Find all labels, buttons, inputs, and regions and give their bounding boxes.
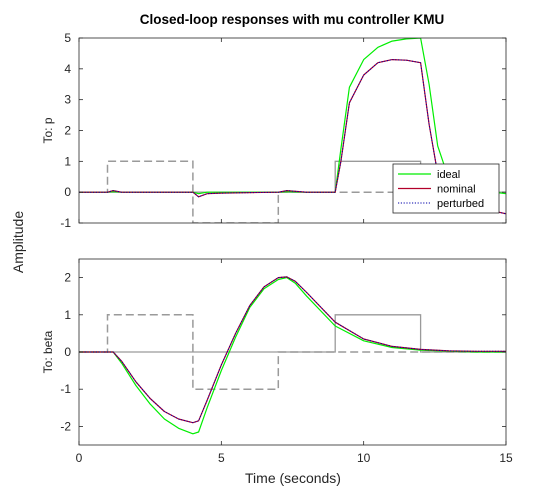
panel-y-label-bottom: To: beta — [41, 330, 55, 373]
y-tick-label: 0 — [64, 345, 71, 359]
chart-title: Closed-loop responses with mu controller… — [140, 12, 445, 27]
panel-y-label-top: To: p — [41, 117, 55, 143]
y-axis-label: Amplitude — [10, 211, 26, 273]
y-tick-label: 1 — [64, 154, 71, 168]
series-line-ideal — [79, 277, 506, 435]
y-tick-label: 1 — [64, 308, 71, 322]
x-axis-label: Time (seconds) — [245, 470, 341, 486]
y-tick-label: 2 — [64, 124, 71, 138]
x-tick-label: 15 — [499, 451, 513, 465]
y-tick-label: 4 — [64, 62, 71, 76]
legend-label-ideal: ideal — [437, 169, 460, 181]
series-line-nominal — [79, 276, 506, 424]
y-tick-label: -1 — [60, 382, 71, 396]
plot-lines-bottom — [79, 276, 506, 435]
x-tick-label: 0 — [76, 451, 83, 465]
y-tick-label: -2 — [60, 419, 71, 433]
y-tick-label: -1 — [60, 216, 71, 230]
y-tick-label: 2 — [64, 271, 71, 285]
panel-bottom: -2 -1 0 1 2 0 5 10 15 To: beta — [41, 258, 513, 465]
x-tick-label: 10 — [357, 451, 371, 465]
series-line-perturbed — [79, 59, 506, 215]
reference-dashed-line — [79, 314, 506, 390]
legend: ideal nominal perturbed — [392, 163, 500, 214]
y-tick-label: 3 — [64, 93, 71, 107]
y-tick-label: 5 — [64, 31, 71, 45]
y-tick-label: 0 — [64, 185, 71, 199]
legend-label-nominal: nominal — [437, 184, 476, 196]
x-tick-label: 5 — [218, 451, 225, 465]
legend-label-perturbed: perturbed — [437, 198, 484, 210]
